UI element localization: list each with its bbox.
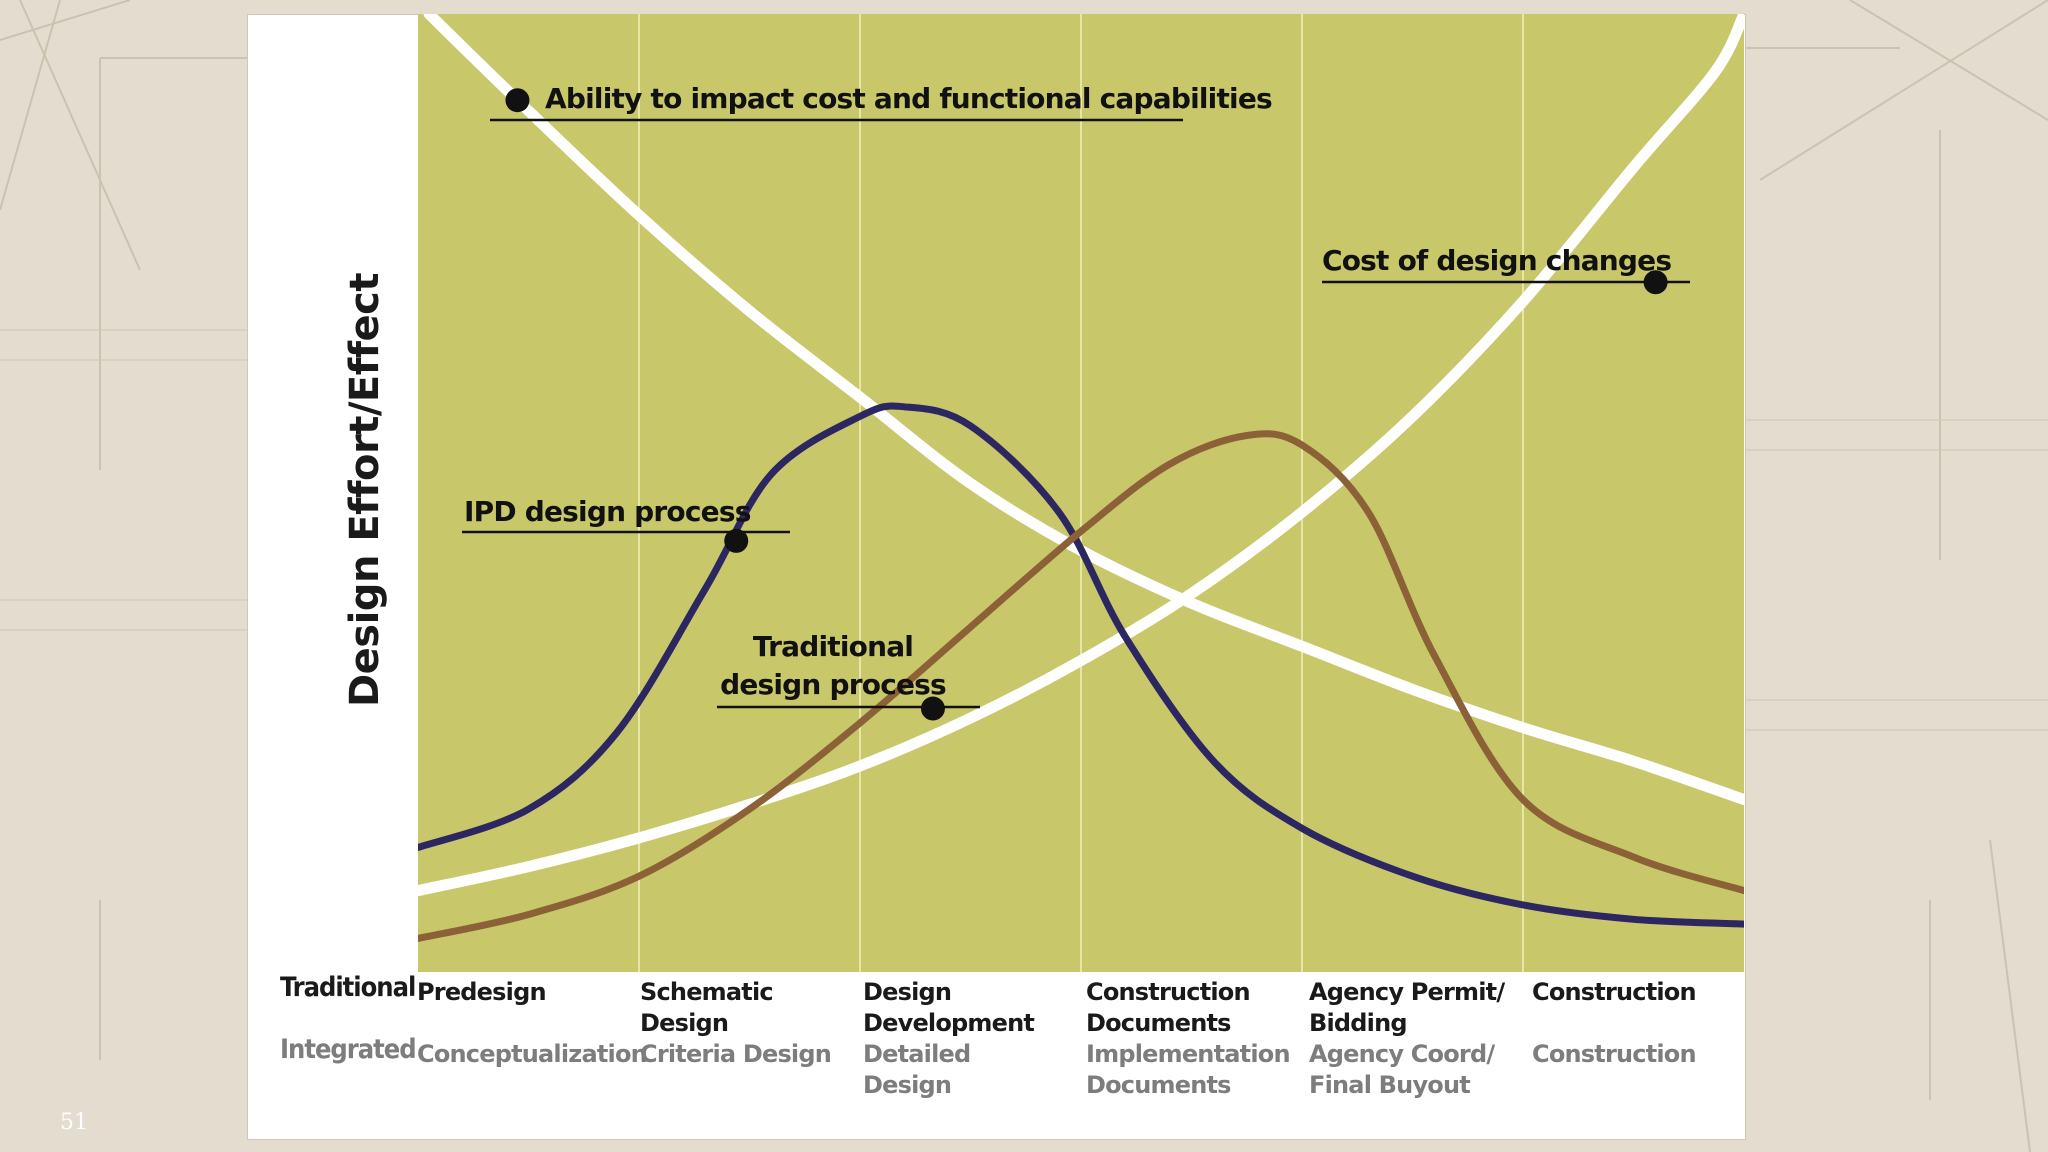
annotation-traditional-marker [920, 696, 945, 721]
phase-integrated-label: Implementation Documents [1086, 1040, 1291, 1099]
ipd-process-curve [418, 402, 1744, 928]
row-label-traditional: Traditional [280, 972, 416, 1003]
annotation-traditional-label: Traditional design process [720, 630, 946, 701]
ability-to-impact-curve [423, 14, 1744, 806]
annotation-ability-marker [505, 88, 530, 113]
phase-integrated-label: Agency Coord/ Final Buyout [1309, 1040, 1495, 1099]
phase-traditional-label: Construction Documents [1086, 978, 1251, 1037]
phase-traditional-label: Design Development [863, 978, 1035, 1037]
phase-traditional-label: Agency Permit/ Bidding [1309, 978, 1505, 1037]
y-axis-label: Design Effort/Effect [340, 273, 390, 707]
annotation-cost-of-changes-marker [1643, 270, 1668, 295]
phase-column-6: Construction Construction [1532, 977, 1732, 1070]
row-label-integrated: Integrated [280, 1034, 417, 1065]
phase-integrated-label: Detailed Design [863, 1040, 971, 1099]
annotation-ability-label: Ability to impact cost and functional ca… [545, 82, 1272, 115]
phase-integrated-label: Conceptualization [417, 1040, 648, 1068]
annotation-cost-of-changes-label: Cost of design changes [1322, 244, 1671, 277]
phase-column-4: Construction Documents Implementation Do… [1086, 977, 1291, 1101]
phase-integrated-label: Construction [1532, 1040, 1697, 1068]
phase-traditional-label: Predesign [417, 978, 547, 1006]
phase-column-1: Predesign Conceptualization [417, 977, 648, 1070]
cost-of-changes-curve [418, 14, 1744, 897]
annotation-ipd-label: IPD design process [464, 495, 751, 528]
phase-integrated-label: Criteria Design [640, 1040, 832, 1068]
y-axis-label-text: Design Effort/Effect [342, 272, 389, 708]
annotation-ipd-marker [724, 528, 749, 553]
traditional-process-curve [418, 430, 1744, 942]
phase-column-2: Schematic Design Criteria Design [640, 977, 832, 1070]
phase-traditional-label: Schematic Design [640, 978, 774, 1037]
slide-number: 51 [60, 1110, 88, 1135]
phase-column-5: Agency Permit/ Bidding Agency Coord/ Fin… [1309, 977, 1509, 1101]
phase-traditional-label: Construction [1532, 978, 1697, 1006]
phase-column-3: Design Development Detailed Design [863, 977, 1038, 1101]
